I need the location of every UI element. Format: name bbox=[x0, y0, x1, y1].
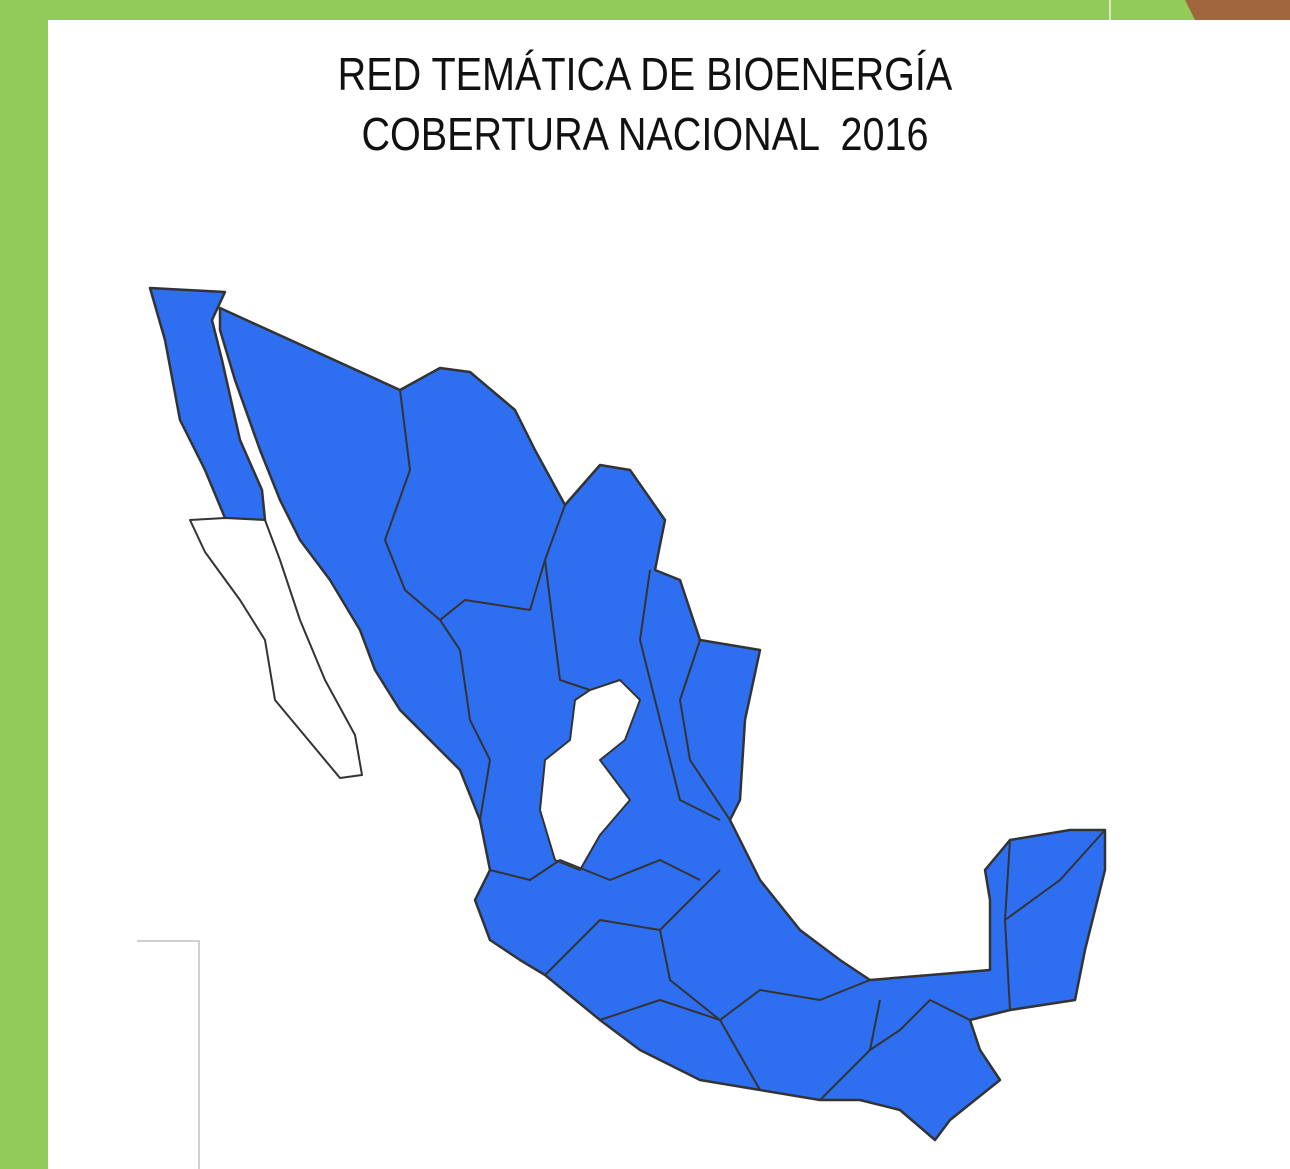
slide: RED TEMÁTICA DE BIOENERGÍA COBERTURA NAC… bbox=[0, 0, 1290, 1169]
title-line-2: COBERTURA NACIONAL 2016 bbox=[361, 109, 928, 160]
page: RED TEMÁTICA DE BIOENERGÍA COBERTURA NAC… bbox=[0, 0, 1290, 1169]
corner-decoration bbox=[1185, 0, 1290, 20]
title-line-1: RED TEMÁTICA DE BIOENERGÍA bbox=[338, 49, 953, 100]
